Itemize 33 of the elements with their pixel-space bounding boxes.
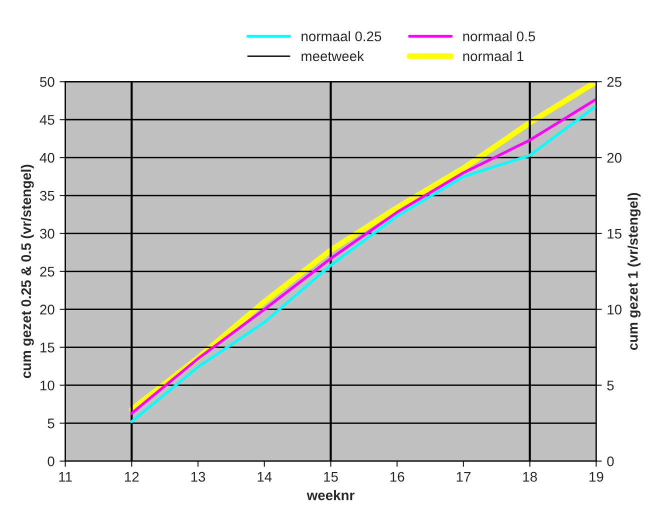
y2-tick-label: 5 — [607, 380, 614, 390]
y-tick-label: 45 — [40, 115, 54, 125]
x-tick-label: 16 — [390, 472, 404, 482]
y-tick-label: 0 — [48, 456, 54, 466]
x-tick-label: 11 — [59, 472, 72, 482]
y-tick-label: 15 — [40, 342, 54, 352]
y-tick-label: 30 — [40, 228, 54, 239]
y-tick-label: 50 — [40, 77, 54, 87]
y-tick-label: 5 — [48, 418, 54, 428]
y-tick-label: 40 — [40, 152, 54, 163]
legend-label: meetweek — [302, 50, 364, 62]
x-tick-label: 17 — [456, 472, 470, 482]
x-tick-label: 13 — [191, 472, 206, 482]
y2-tick-label: 0 — [607, 456, 614, 466]
y-tick-label: 25 — [40, 266, 54, 277]
legend-label: normaal 0.25 — [302, 31, 382, 42]
y-tick-label: 20 — [40, 304, 54, 315]
x-axis-title: weeknr — [306, 490, 354, 500]
x-tick-label: 12 — [124, 472, 139, 482]
y2-tick-label: 15 — [608, 228, 622, 239]
y2-tick-label: 25 — [607, 77, 622, 87]
y-tick-label: 35 — [40, 190, 54, 201]
x-tick-label: 15 — [324, 472, 338, 482]
legend-label: normaal 1 — [463, 50, 524, 62]
x-tick-label: 19 — [590, 472, 604, 482]
y-tick-label: 10 — [40, 380, 54, 390]
x-tick-label: 18 — [523, 472, 537, 482]
x-tick-label: 14 — [258, 472, 272, 482]
y2-tick-label: 10 — [608, 304, 622, 315]
legend-label: normaal 0.5 — [463, 31, 536, 42]
y2-axis-title: cum gezet 1 (vr/stengel) — [628, 192, 641, 350]
y-axis-title: cum gezet 0.25 & 0.5 (vr/stengel) — [20, 164, 34, 378]
y2-tick-label: 20 — [607, 152, 622, 163]
